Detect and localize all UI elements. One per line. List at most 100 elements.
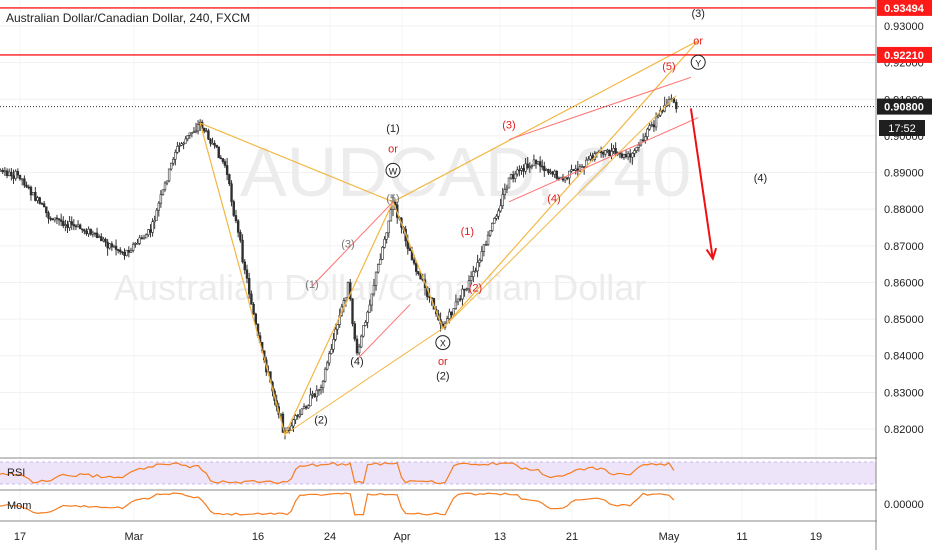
candle-body (587, 158, 590, 161)
watermark-name: Australian Dollar/Canadian Dollar (114, 267, 646, 308)
candle-body (302, 406, 306, 410)
candle-body (355, 338, 359, 354)
price-tick: 0.89000 (884, 168, 924, 180)
time-tick: 21 (566, 531, 578, 543)
candle-body (610, 151, 613, 157)
candle-body (654, 116, 658, 128)
candle-body (499, 205, 502, 212)
candle-body (123, 252, 126, 256)
candle-body (8, 171, 11, 176)
candle-body (336, 324, 339, 330)
candle-body (580, 166, 584, 168)
candle-body (543, 166, 546, 171)
candle-body (497, 210, 500, 217)
candle-body (344, 297, 348, 301)
candle-body (127, 250, 131, 253)
price-tick: 0.82000 (884, 424, 924, 436)
candle-body (419, 273, 422, 280)
candle-body (383, 238, 386, 248)
candle-body (232, 201, 235, 216)
candle-body (34, 192, 37, 201)
candle-body (147, 229, 150, 236)
candle-body (215, 144, 218, 148)
candle-body (292, 419, 295, 427)
price-tick: 0.83000 (884, 387, 924, 399)
candle-body (541, 165, 544, 168)
candle-body (311, 393, 314, 396)
candle-body (486, 234, 490, 245)
candle-body (207, 130, 210, 140)
candle-body (675, 101, 678, 110)
candle-body (149, 229, 152, 233)
chart-title: Australian Dollar/Canadian Dollar, 240, … (6, 11, 250, 25)
candle-body (194, 130, 198, 133)
candle-body (417, 271, 420, 275)
candle-body (536, 161, 540, 165)
wave-label: (4) (754, 173, 767, 185)
candle-body (456, 298, 460, 303)
candle-body (509, 174, 513, 179)
price-tick: 0.93000 (884, 21, 924, 33)
candle-body (530, 165, 534, 168)
channel-line (508, 117, 699, 203)
time-tick: 17 (14, 531, 26, 543)
candle-body (18, 174, 22, 180)
candle-body (503, 189, 507, 195)
candle-body (514, 173, 517, 179)
candle-body (29, 186, 33, 196)
candle-body (520, 168, 523, 171)
candle-body (3, 170, 7, 173)
candle-body (563, 177, 567, 181)
candle-body (91, 232, 95, 235)
wave-label: (4) (547, 193, 560, 205)
candle-body (482, 244, 486, 252)
wave-label: W (389, 166, 398, 176)
candle-body (213, 142, 216, 146)
candle-body (463, 288, 466, 291)
wave-label: (1) (386, 123, 399, 135)
candle-body (628, 153, 632, 158)
candle-body (532, 159, 536, 167)
candle-body (631, 153, 634, 158)
candle-body (0, 169, 2, 172)
candle-body (524, 163, 527, 172)
candle-body (55, 217, 59, 220)
candle-body (170, 162, 173, 170)
candle-body (104, 238, 107, 243)
candle-body (165, 180, 169, 184)
candle-body (476, 262, 479, 272)
candle-body (526, 163, 529, 168)
candle-body (176, 146, 179, 153)
candle-body (36, 197, 39, 201)
candle-body (1, 169, 4, 173)
candle-body (374, 271, 378, 286)
candle-body (321, 380, 325, 388)
candle-body (309, 394, 312, 407)
candle-body (622, 154, 626, 158)
candle-body (188, 132, 191, 136)
candle-body (385, 232, 388, 240)
candle-body (70, 221, 73, 225)
candle-body (184, 138, 187, 144)
countdown-label: 17:52 (888, 123, 916, 135)
candle-body (661, 110, 664, 112)
candle-body (589, 155, 592, 160)
candle-body (254, 313, 257, 325)
wave-label: or (438, 356, 448, 368)
channel-line (356, 304, 411, 360)
candle-body (538, 161, 542, 167)
candle-body (534, 159, 538, 165)
candle-body (601, 152, 605, 155)
candle-body (566, 177, 569, 180)
candle-body (27, 186, 30, 189)
price-axis[interactable] (877, 0, 932, 550)
candle-body (353, 323, 356, 340)
candle-body (370, 293, 374, 306)
rsi-line (0, 461, 675, 484)
candle-body (12, 175, 15, 179)
candle-body (236, 220, 240, 233)
candle-body (203, 127, 206, 132)
candle-body (362, 325, 365, 337)
rsi-band (0, 462, 876, 484)
